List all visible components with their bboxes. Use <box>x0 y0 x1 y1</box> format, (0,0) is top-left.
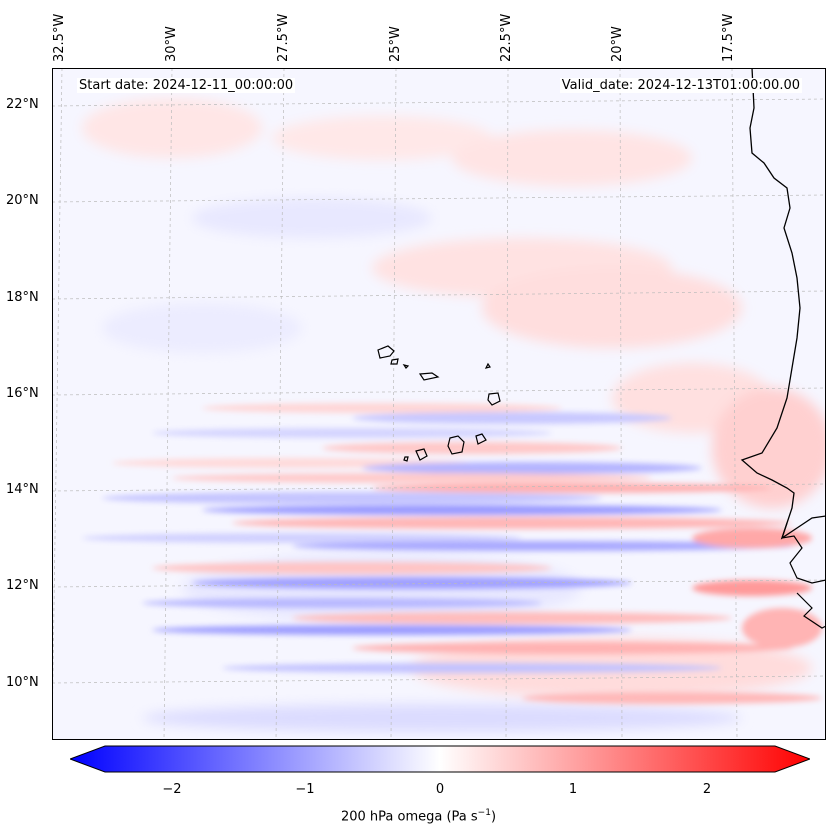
colorbar-tick-neg2: −2 <box>162 782 182 797</box>
lon-label-17.5w: 17.5°W <box>721 13 736 62</box>
colorbar <box>70 745 810 773</box>
lon-label-32.5w: 32.5°W <box>52 13 67 62</box>
lat-label-14n: 14°N <box>6 482 39 497</box>
colorbar-tick-0: 0 <box>435 782 445 797</box>
lat-label-12n: 12°N <box>6 578 39 593</box>
lon-label-20w: 20°W <box>610 26 625 62</box>
omega-field-bands <box>82 403 822 704</box>
africa-coastline <box>740 68 826 540</box>
colorbar-label-exp: −1 <box>477 808 491 818</box>
colorbar-tick-neg1: −1 <box>295 782 315 797</box>
lat-label-20n: 20°N <box>6 193 39 208</box>
lat-label-10n: 10°N <box>6 675 39 690</box>
colorbar-body <box>70 745 810 773</box>
guinea-bissau-coast <box>796 592 826 629</box>
valid-date-text: Valid_date: 2024-12-13T01:00:00.00 <box>559 78 802 93</box>
lon-label-30w: 30°W <box>164 26 179 62</box>
gambia-coast <box>781 522 826 584</box>
colorbar-label-prefix: 200 hPa omega (Pa s <box>340 809 478 825</box>
lat-label-16n: 16°N <box>6 386 39 401</box>
map-border <box>52 68 826 740</box>
graticule <box>52 68 826 740</box>
start-date-text: Start date: 2024-12-11_00:00:00 <box>77 78 296 93</box>
colorbar-label-suffix: ) <box>490 809 497 825</box>
colorbar-tick-2: 2 <box>702 782 712 797</box>
colorbar-label: 200 hPa omega (Pa s−1) <box>0 808 837 824</box>
lon-label-25w: 25°W <box>388 26 403 62</box>
omega-map <box>52 68 826 740</box>
colorbar-tick-1: 1 <box>568 782 578 797</box>
cape-verde-islands <box>377 345 501 462</box>
lon-label-27.5w: 27.5°W <box>276 13 291 62</box>
omega-field-broad <box>82 98 826 732</box>
lat-label-18n: 18°N <box>6 290 39 305</box>
lat-label-22n: 22°N <box>6 97 39 112</box>
lon-label-22.5w: 22.5°W <box>499 13 514 62</box>
